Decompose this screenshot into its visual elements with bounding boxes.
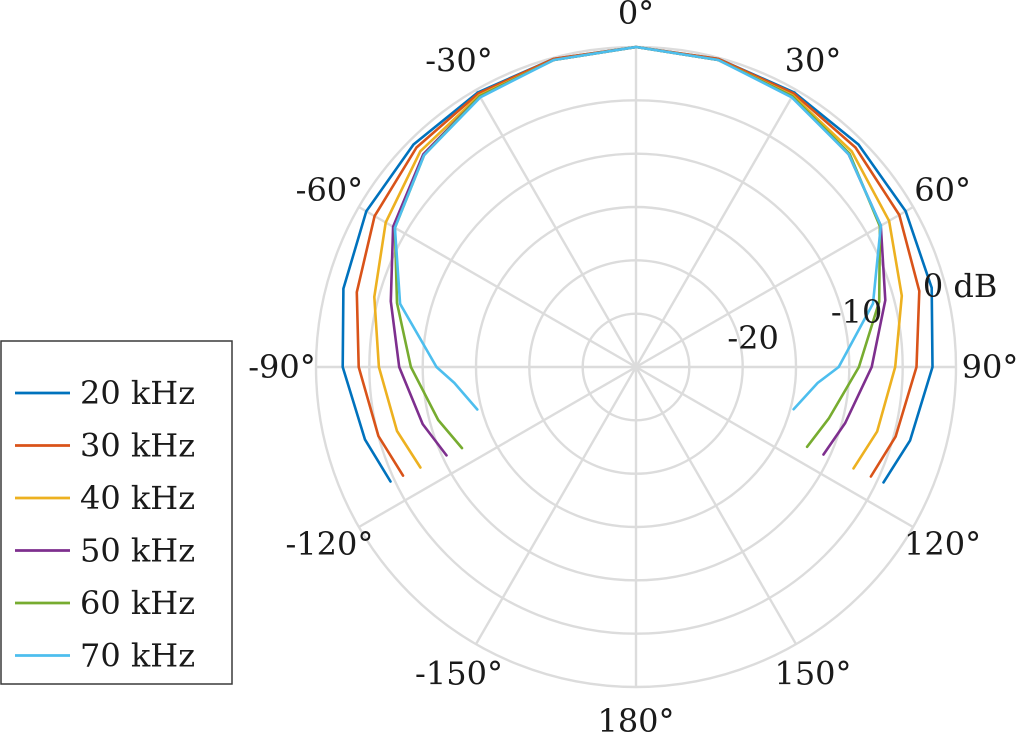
angle-tick-label: -90° [248,348,316,386]
angle-tick-label: 150° [774,655,851,693]
grid-spoke [634,89,798,368]
angle-tick-label: 0° [618,0,654,32]
legend-label: 70 kHz [80,637,195,675]
radial-tick-label: 0 dB [923,267,998,305]
angle-tick-label: -120° [285,525,373,563]
angle-tick-label: -60° [296,171,364,209]
angle-tick-labels: 0° 30° 60° 90° 120° 150° 180° -150° -120° -90° -60… [248,0,1018,733]
legend-label: 60 kHz [80,584,195,622]
grid-spoke [358,365,637,529]
legend-label: 30 kHz [80,427,195,465]
radial-tick-labels: 0 dB -10 -20 [727,267,997,357]
series-lines [341,45,934,484]
legend-label: 20 kHz [80,374,195,412]
grid-spoke [474,366,638,645]
grid-spoke [635,365,914,529]
grid-spoke [358,205,637,369]
series-line-30-khz [355,45,921,478]
angle-tick-label: 60° [914,171,971,209]
radial-tick-label: -20 [727,319,779,357]
angle-tick-label: 90° [962,348,1019,386]
legend: 20 kHz 30 kHz 40 kHz 50 kHz 60 kHz 70 kHz [0,340,233,685]
legend-label: 40 kHz [80,479,195,517]
series-line-60-khz [393,45,882,450]
legend-label: 50 kHz [80,532,195,570]
grid-spoke [635,205,914,369]
series-line-70-khz [393,45,883,411]
angle-tick-label: 30° [785,41,842,79]
grid-spoke [474,89,638,368]
grid-spoke [634,366,798,645]
angle-tick-label: -30° [425,41,493,79]
radial-tick-label: -10 [831,293,883,331]
angle-tick-label: 120° [904,525,981,563]
angle-tick-label: -150° [415,655,503,693]
polar-grid [314,45,958,689]
legend-box [0,340,233,685]
angle-tick-label: 180° [597,702,674,733]
